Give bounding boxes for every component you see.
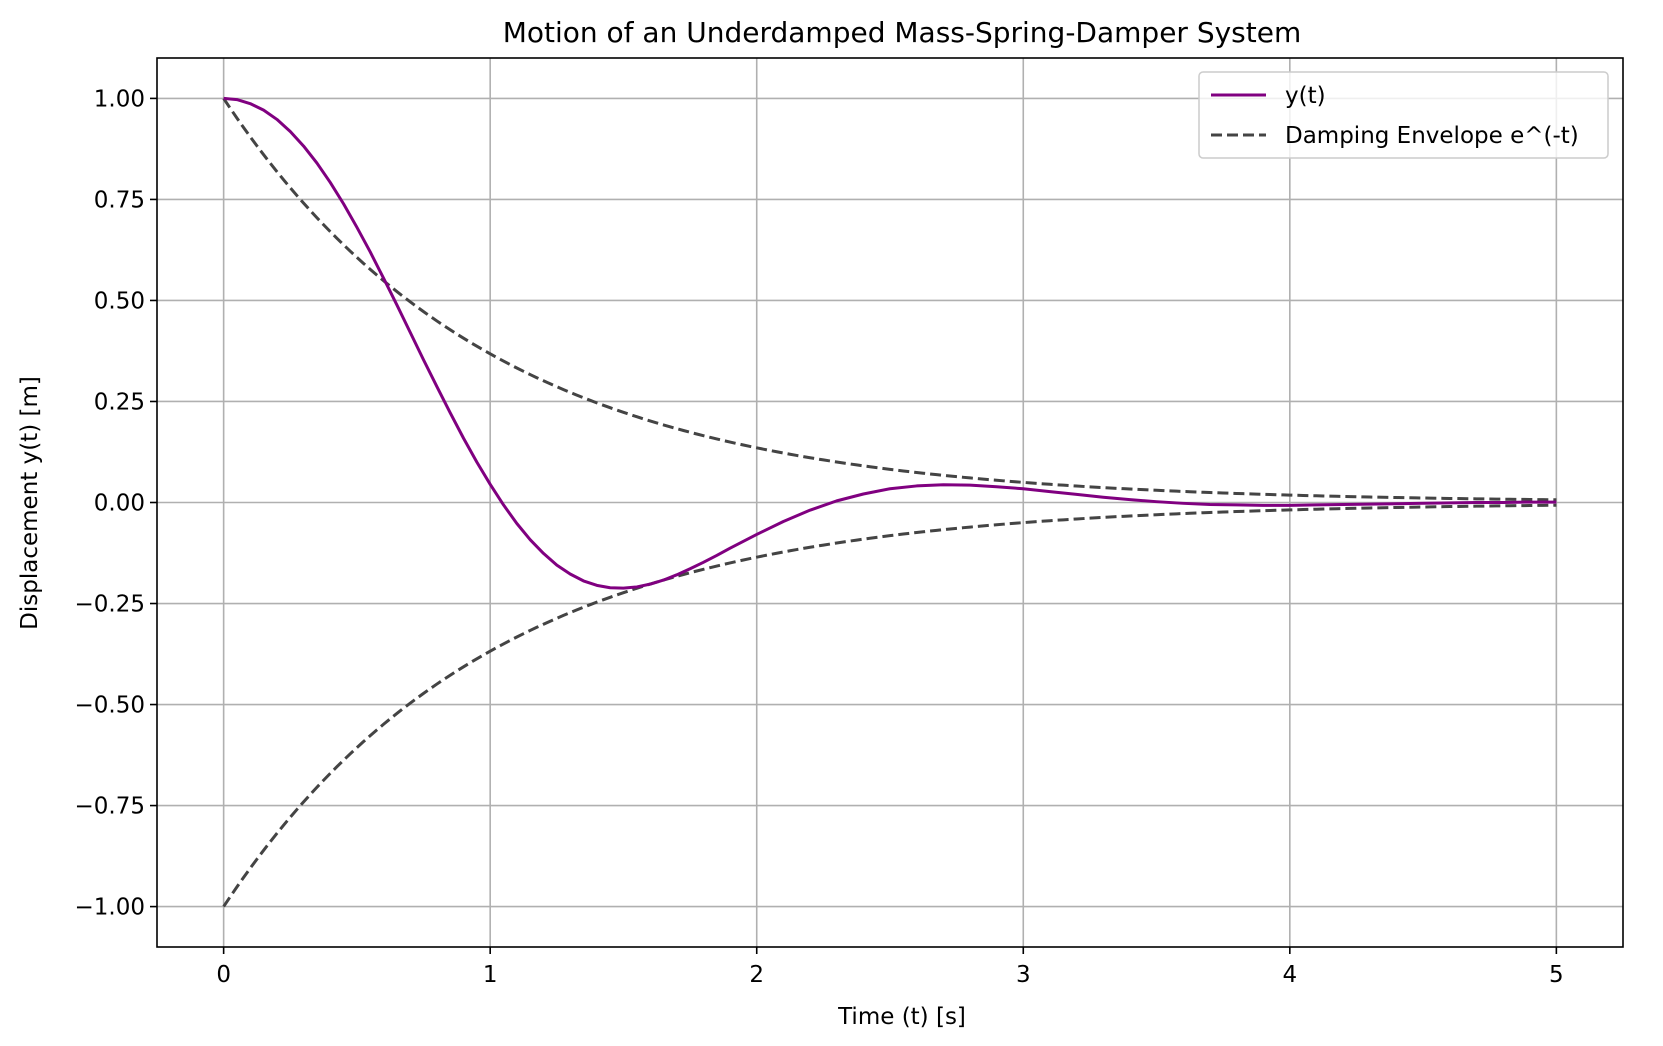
legend: y(t) Damping Envelope e^(-t) <box>1198 71 1609 159</box>
series-layer <box>222 96 1557 908</box>
x-tick-label: 2 <box>749 962 764 988</box>
y-tick-label: 0.50 <box>94 288 145 314</box>
x-tick-label: 4 <box>1282 962 1297 988</box>
y-tick-label: −0.75 <box>75 794 145 820</box>
chart-title: Motion of an Underdamped Mass-Spring-Dam… <box>503 16 1302 49</box>
envelope-lower-line <box>222 503 1557 908</box>
y-tick-label: 0.25 <box>94 389 145 415</box>
displacement-line <box>223 96 1557 590</box>
x-tick-label: 3 <box>1016 962 1031 988</box>
ticks: 0 1 2 3 4 5 1.00 0.75 0.50 0.25 0.00 −0.25 −0.50 −0.7… <box>75 86 1564 988</box>
y-axis-label: Displacement y(t) [m] <box>17 376 43 630</box>
x-tick-label: 0 <box>216 962 231 988</box>
legend-label-envelope: Damping Envelope e^(-t) <box>1285 123 1579 149</box>
y-tick-label: 0.00 <box>94 491 145 517</box>
legend-box <box>1198 71 1609 159</box>
y-tick-label: −0.25 <box>75 592 145 618</box>
y-tick-label: 0.75 <box>94 187 145 213</box>
x-tick-label: 5 <box>1549 962 1564 988</box>
y-tick-label: −0.50 <box>75 693 145 719</box>
y-tick-label: 1.00 <box>94 86 145 112</box>
envelope-upper-line <box>222 97 1557 502</box>
x-tick-label: 1 <box>483 962 498 988</box>
legend-label-y: y(t) <box>1285 83 1326 109</box>
y-tick-label: −1.00 <box>75 895 145 921</box>
x-axis-label: Time (t) [s] <box>837 1004 966 1030</box>
